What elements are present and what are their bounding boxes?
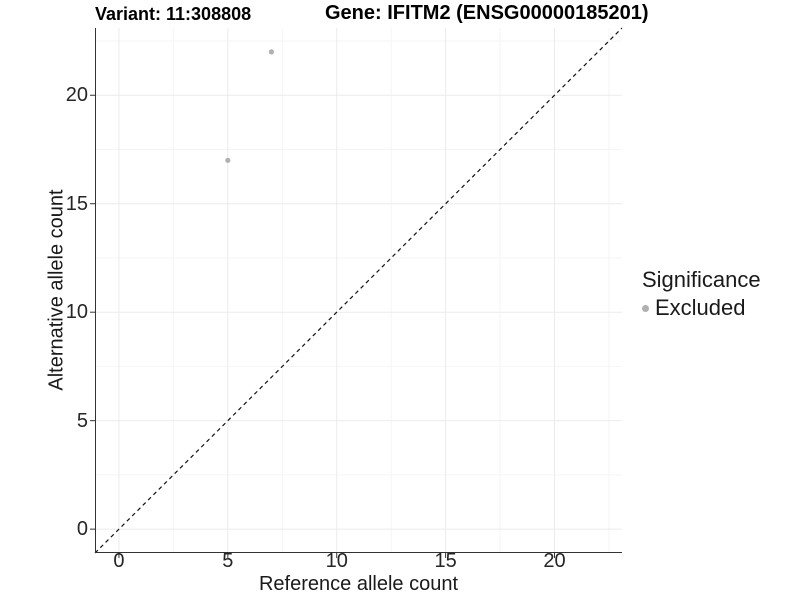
y-tick-label: 20 (65, 84, 88, 107)
data-point-excluded (225, 157, 231, 163)
legend-item-excluded: Excluded (642, 295, 761, 321)
legend-item-label: Excluded (655, 295, 746, 320)
x-tick-label: 0 (113, 550, 125, 572)
y-axis-title: Alternative allele count (45, 189, 68, 391)
gene-title: Gene: IFITM2 (ENSG00000185201) (325, 2, 649, 24)
legend: Significance Excluded (642, 266, 761, 321)
x-axis-title: Reference allele count (258, 573, 458, 595)
legend-point-icon (642, 304, 649, 312)
x-tick-label: 20 (543, 550, 566, 572)
x-tick-label: 5 (222, 550, 234, 572)
legend-title: Significance (642, 267, 761, 292)
y-tick-label: 15 (65, 192, 88, 215)
x-tick-label: 15 (434, 550, 457, 572)
y-tick-label: 10 (65, 301, 88, 324)
data-point-excluded (268, 49, 274, 55)
identity-dashed-line (94, 27, 623, 554)
x-tick-label: 10 (325, 550, 348, 572)
y-tick-label: 5 (76, 409, 88, 432)
y-tick-label: 0 (76, 518, 88, 541)
plot-area-canvas (90, 27, 623, 558)
plot-panel (90, 27, 623, 558)
variant-title: Variant: 11:308808 (95, 4, 252, 24)
